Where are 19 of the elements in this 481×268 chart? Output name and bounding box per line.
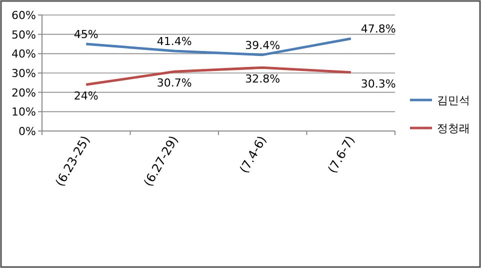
data-label: 24%: [74, 90, 98, 103]
data-label: 30.3%: [360, 77, 396, 90]
y-tick-label: 30%: [12, 67, 36, 80]
legend-label: 김민석: [437, 94, 470, 107]
y-tick-label: 50%: [12, 28, 36, 42]
data-label: 41.4%: [156, 34, 192, 48]
data-label: 47.8%: [360, 22, 396, 36]
line-series: [84, 37, 352, 56]
line-series: [84, 66, 352, 86]
data-label: 45%: [74, 28, 98, 41]
y-tick-label: 0%: [18, 125, 36, 138]
legend-label: 정청래: [437, 122, 470, 135]
data-label: 39.4%: [245, 38, 280, 52]
data-label: 32.8%: [245, 72, 280, 86]
y-tick-label: 20%: [12, 86, 36, 100]
y-tick-label: 40%: [12, 48, 36, 61]
y-tick-label: 10%: [12, 106, 36, 119]
data-label: 30.7%: [156, 76, 192, 90]
y-tick-label: 60%: [12, 9, 36, 22]
